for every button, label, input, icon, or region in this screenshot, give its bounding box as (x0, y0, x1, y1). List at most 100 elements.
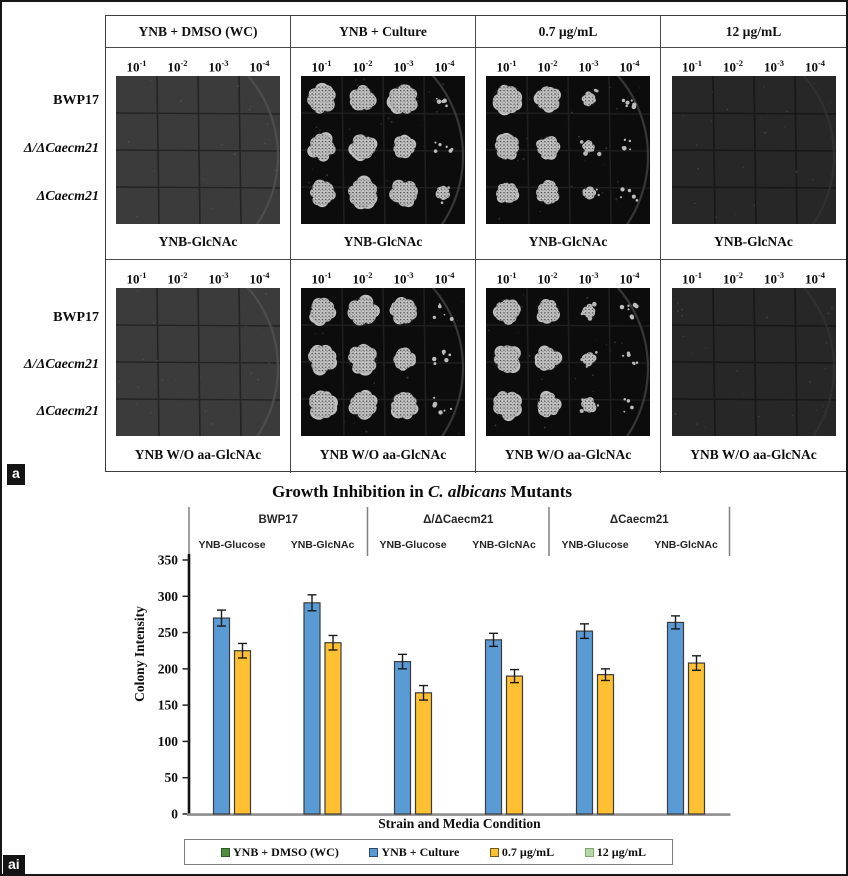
dilution-labels: 10-1 10-2 10-3 10-4 (116, 51, 280, 76)
assay-cell-YNB-GlcNAc-12 µg/mL: 10-1 10-2 10-3 10-4 YNB-GlcNAc (661, 48, 846, 260)
dilution-label-4: 10-4 (434, 270, 455, 287)
assay-cell-YNB W/O aa-GlcNAc-0.7 µg/mL: 10-1 10-2 10-3 10-4 YNB W/O aa-GlcNAc (476, 260, 661, 473)
strain-label-2-2: Δ/ΔCaecm21 (23, 357, 99, 372)
chart-title-part2: Mutants (506, 482, 573, 501)
colony-spot (580, 301, 597, 321)
dilution-label-4: 10-4 (249, 58, 270, 75)
strain-label-1-2: Δ/ΔCaecm21 (23, 141, 99, 156)
colony-spot (533, 86, 561, 113)
y-tick-200: 200 (158, 661, 179, 676)
colony-spot (348, 389, 378, 420)
dilution-label-4: 10-4 (619, 270, 640, 287)
colony-spot (393, 347, 416, 371)
bar-series2-cat4 (505, 675, 524, 815)
legend-item-3: 0.7 µg/mL (489, 845, 554, 860)
assay-cell-YNB-GlcNAc-YNB + Culture: 10-1 10-2 10-3 10-4 YNB-GlcNAc (291, 48, 476, 260)
legend-label: YNB + Culture (381, 844, 460, 859)
legend-label: YNB + DMSO (WC) (233, 844, 339, 859)
colony-spot (494, 132, 520, 160)
plate-image-dark (671, 288, 836, 436)
category-label-2: YNB-GlcNAc (291, 539, 355, 551)
colony-spot (349, 85, 377, 112)
group-header-3: ΔCaecm21 (610, 514, 669, 526)
dilution-label-4: 10-4 (434, 58, 455, 75)
y-tick-0: 0 (171, 807, 178, 822)
bar-series1-cat3 (393, 660, 412, 815)
bar-series2-cat6 (687, 662, 706, 815)
strain-label-2-1: BWP17 (53, 310, 99, 325)
colony-spot (307, 132, 336, 162)
dilution-label-1: 10-1 (496, 270, 517, 287)
dilution-label-2: 10-2 (352, 270, 373, 287)
colony-spot (534, 345, 563, 371)
condition-header-3: 0.7 µg/mL (476, 16, 661, 48)
panel-label-ai: ai (3, 855, 25, 874)
plate-image-black (486, 76, 650, 224)
dilution-label-3: 10-3 (393, 58, 414, 75)
bar-series1-cat1 (212, 617, 231, 815)
assay-table: YNB + DMSO (WC) YNB + Culture 0.7 µg/mL 12 … (105, 15, 846, 473)
colony-spot (309, 179, 336, 208)
plate-image-black (301, 76, 465, 224)
chart-title-species: C. albicans (427, 482, 507, 501)
assay-cell-YNB W/O aa-GlcNAc-YNB + DMSO (WC): 10-1 10-2 10-3 10-4 YNB W/O aa-GlcNAc (106, 260, 291, 473)
category-label-4: YNB-GlcNAc (472, 539, 536, 551)
y-axis-title: Colony Intensity (132, 606, 147, 702)
strain-label-2-3: ΔCaecm21 (36, 404, 99, 419)
media-label: YNB W/O aa-GlcNAc (134, 446, 262, 462)
dilution-label-1: 10-1 (496, 58, 517, 75)
dilution-label-4: 10-4 (804, 58, 826, 75)
colony-spot (393, 134, 417, 159)
dilution-labels: 10-1 10-2 10-3 10-4 (672, 263, 836, 288)
legend-item-1: YNB + DMSO (WC) (221, 845, 339, 860)
dilution-label-3: 10-3 (208, 270, 229, 287)
colony-spot (621, 98, 637, 110)
dilution-label-4: 10-4 (249, 270, 270, 287)
colony-spot (308, 344, 338, 376)
colony-spot (579, 140, 602, 157)
bar-series1-cat2 (303, 602, 321, 815)
x-axis-title: Strain and Media Condition (378, 816, 541, 831)
y-tick-50: 50 (165, 770, 179, 785)
dilution-labels: 10-1 10-2 10-3 10-4 (486, 51, 650, 76)
colony-spot (621, 138, 632, 151)
dilution-label-1: 10-1 (311, 58, 332, 75)
condition-header-1: YNB + DMSO (WC) (106, 16, 291, 48)
colony-spot (348, 343, 378, 376)
category-label-1: YNB-Glucose (198, 539, 265, 551)
media-label: YNB W/O aa-GlcNAc (319, 446, 447, 462)
dilution-label-1: 10-1 (126, 58, 147, 75)
colony-spot (622, 351, 639, 366)
y-tick-350: 350 (158, 553, 179, 568)
colony-spot (347, 294, 380, 326)
colony-spot (619, 302, 639, 320)
plate-image-gray (116, 288, 280, 436)
dilution-label-3: 10-3 (578, 58, 599, 75)
legend-swatch-icon (221, 847, 230, 857)
dilution-label-3: 10-3 (763, 270, 785, 287)
colony-spot (348, 134, 378, 162)
colony-spot (493, 391, 522, 422)
media-label: YNB W/O aa-GlcNAc (504, 446, 632, 462)
colony-spot (435, 97, 448, 108)
plate-image-black (301, 288, 465, 436)
colony-spot (492, 84, 523, 116)
colony-spot (582, 186, 600, 200)
dilution-label-4: 10-4 (619, 58, 640, 75)
assay-cell-YNB-GlcNAc-0.7 µg/mL: 10-1 10-2 10-3 10-4 YNB-GlcNAc (476, 48, 661, 260)
bar-series2-cat2 (324, 642, 342, 815)
strain-label-1-3: ΔCaecm21 (36, 189, 99, 204)
bar-series1-cat6 (666, 621, 685, 815)
colony-spot (536, 179, 560, 205)
colony-spot (432, 303, 454, 321)
media-label: YNB-GlcNAc (158, 233, 238, 249)
colony-spot (307, 82, 336, 114)
assay-cell-YNB-GlcNAc-YNB + DMSO (WC): 10-1 10-2 10-3 10-4 YNB-GlcNAc (106, 48, 291, 260)
dilution-label-1: 10-1 (311, 270, 332, 287)
chart-legend: YNB + DMSO (WC) YNB + Culture 0.7 µg/mL 12 … (184, 839, 673, 865)
media-label: YNB-GlcNAc (528, 233, 608, 249)
dilution-label-3: 10-3 (763, 58, 785, 75)
dilution-labels: 10-1 10-2 10-3 10-4 (672, 51, 836, 76)
media-label: YNB-GlcNAc (343, 233, 423, 249)
